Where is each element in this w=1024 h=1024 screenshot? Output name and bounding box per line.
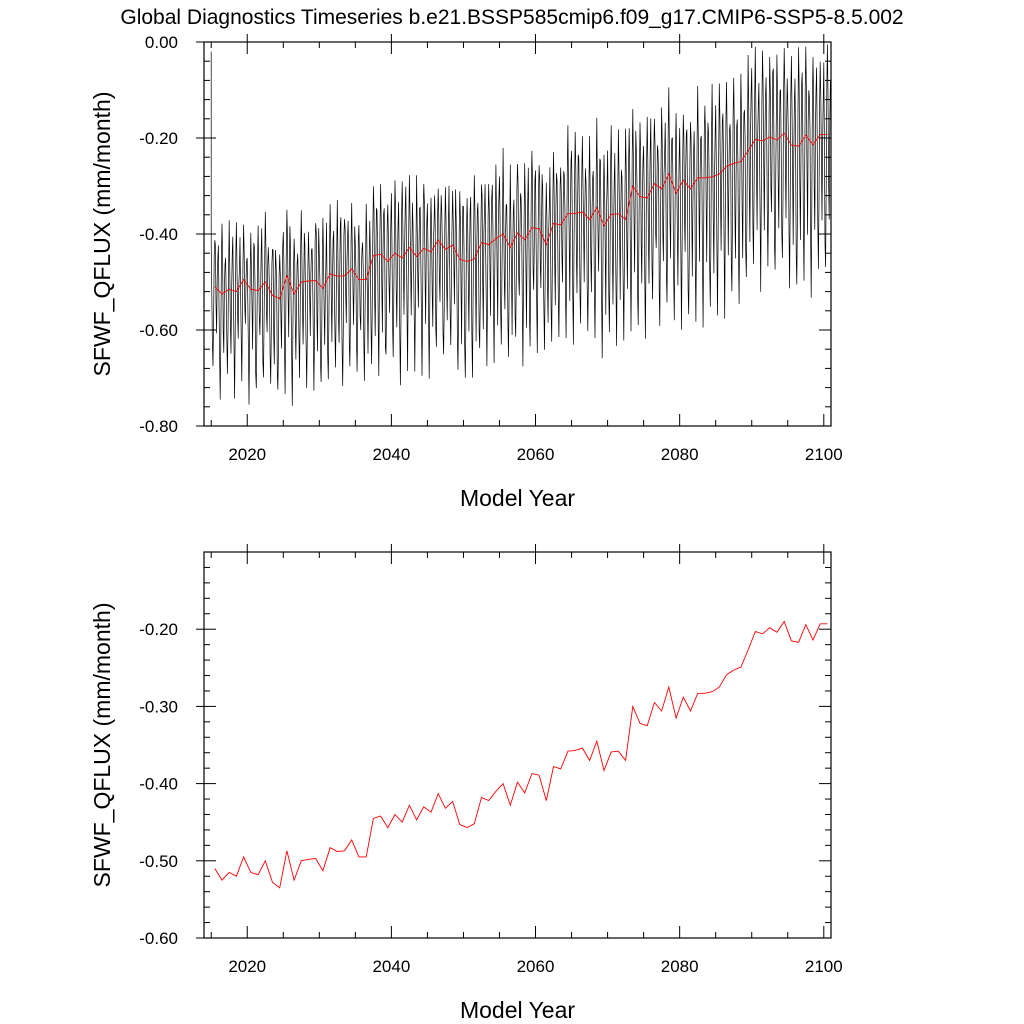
y-tick-label: -0.40 — [139, 775, 178, 794]
y-tick-label: -0.50 — [139, 852, 178, 871]
chart-title: Global Diagnostics Timeseries b.e21.BSSP… — [120, 6, 903, 29]
monthly-series-line — [210, 44, 831, 406]
x-tick-label: 2080 — [661, 957, 699, 976]
annual-mean-line — [214, 620, 828, 889]
y-axis-label: SFWF_QFLUX (mm/month) — [89, 92, 115, 377]
y-tick-label: -0.60 — [139, 929, 178, 948]
x-tick-label: 2100 — [805, 445, 843, 464]
x-tick-label: 2080 — [661, 445, 699, 464]
x-tick-label: 2060 — [517, 957, 555, 976]
y-axis-label: SFWF_QFLUX (mm/month) — [89, 603, 115, 888]
annual-mean-line — [214, 132, 828, 300]
plot-area — [210, 44, 831, 406]
x-axis-label: Model Year — [460, 485, 575, 511]
x-tick-label: 2060 — [517, 445, 555, 464]
y-tick-label: -0.80 — [139, 417, 178, 436]
plot-area — [214, 620, 828, 889]
y-tick-label: -0.40 — [139, 225, 178, 244]
y-tick-label: -0.20 — [139, 129, 178, 148]
y-tick-label: -0.60 — [139, 321, 178, 340]
bottom-panel: 2020 2040 2060 2080 2100 -0.60 -0.50 -0.40 -0.30… — [89, 544, 843, 1023]
top-panel: 2020 2040 2060 2080 2100 -0.80 -0.60 -0.40 -0.20… — [89, 33, 843, 511]
x-tick-label: 2020 — [228, 445, 266, 464]
x-tick-label: 2100 — [805, 957, 843, 976]
plot-frame — [203, 551, 832, 939]
y-tick-label: 0.00 — [145, 33, 178, 52]
y-tick-label: -0.20 — [139, 620, 178, 639]
y-tick-label: -0.30 — [139, 697, 178, 716]
x-tick-label: 2040 — [372, 445, 410, 464]
x-tick-label: 2020 — [228, 957, 266, 976]
x-axis-label: Model Year — [460, 997, 575, 1023]
x-tick-label: 2040 — [372, 957, 410, 976]
